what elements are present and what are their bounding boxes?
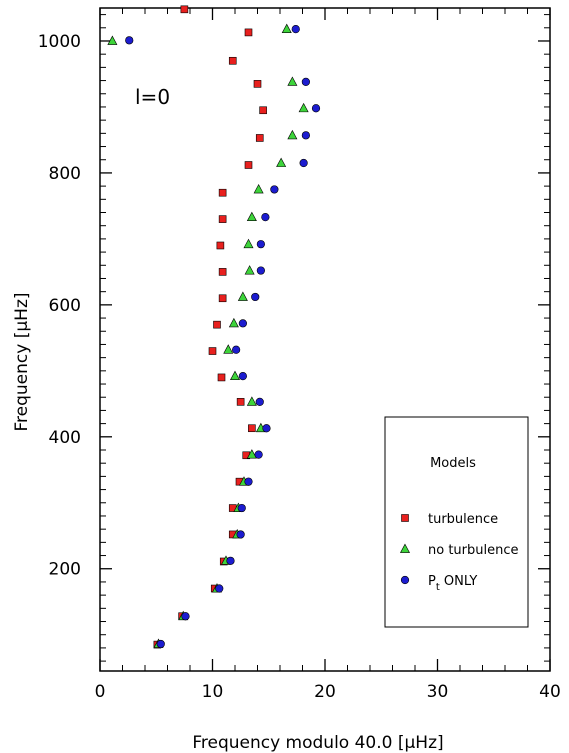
legend-label-pt-rest: ONLY bbox=[440, 574, 478, 589]
series-layer bbox=[107, 5, 321, 649]
degree-annotation: l=0 bbox=[135, 85, 170, 109]
data-point-square bbox=[213, 320, 221, 329]
data-point-square bbox=[216, 241, 225, 250]
data-point-circle bbox=[251, 292, 260, 302]
data-point-square bbox=[180, 5, 189, 14]
legend-label-pt-subscript: t bbox=[436, 582, 440, 593]
data-point-circle bbox=[236, 530, 245, 539]
x-axis-title: Frequency modulo 40.0 [μHz] bbox=[192, 733, 443, 753]
x-tick-label: 20 bbox=[314, 682, 336, 702]
data-point-circle bbox=[256, 240, 265, 249]
legend-marker-triangle bbox=[399, 543, 411, 553]
legend-title: Models bbox=[430, 456, 476, 471]
y-tick-label: 200 bbox=[49, 560, 81, 580]
data-point-triangle bbox=[228, 317, 239, 328]
data-point-circle bbox=[270, 185, 279, 194]
data-point-triangle bbox=[287, 129, 298, 140]
data-point-circle bbox=[226, 556, 235, 565]
data-point-square bbox=[253, 80, 262, 88]
data-point-square bbox=[217, 373, 226, 382]
data-point-circle bbox=[125, 36, 134, 45]
y-tick-label: 600 bbox=[49, 296, 81, 316]
data-point-circle bbox=[261, 213, 270, 222]
data-point-circle bbox=[301, 131, 310, 140]
data-point-triangle bbox=[246, 449, 257, 459]
data-point-circle bbox=[301, 77, 310, 86]
data-point-square bbox=[228, 56, 237, 65]
data-point-circle bbox=[232, 345, 241, 354]
data-point-square bbox=[244, 28, 253, 37]
data-point-circle bbox=[238, 319, 247, 328]
data-point-circle bbox=[237, 503, 246, 513]
legend-label-no-turbulence: no turbulence bbox=[428, 543, 519, 558]
data-point-triangle bbox=[223, 344, 234, 354]
x-tick-label: 30 bbox=[427, 682, 449, 702]
legend-marker-square bbox=[401, 514, 409, 522]
data-point-circle bbox=[262, 424, 271, 433]
legend-marker-circle bbox=[400, 575, 410, 585]
data-point-triangle bbox=[298, 102, 309, 113]
legend-label-pt-only: Pt ONLY bbox=[428, 574, 477, 593]
x-tick-label: 10 bbox=[202, 682, 224, 702]
series-triangle bbox=[107, 23, 309, 648]
data-point-circle bbox=[181, 612, 190, 621]
data-point-circle bbox=[299, 158, 308, 168]
legend-label-pt-main: P bbox=[428, 574, 436, 589]
y-tick-label: 800 bbox=[49, 164, 81, 184]
y-axis-title: Frequency [μHz] bbox=[12, 292, 32, 431]
data-point-circle bbox=[291, 25, 300, 34]
data-point-circle bbox=[244, 477, 253, 486]
data-point-triangle bbox=[281, 23, 292, 34]
data-point-square bbox=[244, 161, 253, 169]
data-point-square bbox=[248, 424, 256, 433]
y-tick-label: 1000 bbox=[38, 32, 81, 52]
data-point-circle bbox=[215, 584, 224, 593]
x-tick-label: 40 bbox=[539, 682, 561, 702]
data-point-square bbox=[208, 347, 217, 355]
legend-markers bbox=[399, 514, 411, 585]
data-point-circle bbox=[256, 266, 265, 275]
data-point-square bbox=[218, 268, 227, 276]
legend-box bbox=[384, 416, 529, 628]
data-point-triangle bbox=[246, 396, 257, 406]
x-tick-label: 0 bbox=[95, 682, 106, 702]
tick-labels: 0 10 20 30 40 200 400 600 800 1000 bbox=[38, 32, 561, 702]
data-point-triangle bbox=[287, 76, 298, 86]
data-point-square bbox=[218, 215, 227, 223]
legend-label-turbulence: turbulence bbox=[428, 512, 498, 527]
legend: Models turbulence no turbulence Pt ONLY bbox=[384, 416, 529, 628]
data-point-circle bbox=[311, 104, 321, 113]
data-point-square bbox=[255, 134, 264, 142]
data-point-square bbox=[236, 398, 245, 406]
data-point-triangle bbox=[237, 291, 248, 301]
data-point-triangle bbox=[276, 157, 287, 167]
data-point-square bbox=[218, 188, 227, 197]
y-tick-label: 400 bbox=[49, 428, 81, 448]
data-point-triangle bbox=[246, 211, 257, 222]
data-point-triangle bbox=[243, 238, 254, 249]
data-point-circle bbox=[156, 639, 165, 649]
data-point-triangle bbox=[244, 265, 255, 275]
data-point-square bbox=[218, 294, 227, 303]
data-point-circle bbox=[238, 372, 247, 381]
series-circle bbox=[125, 25, 321, 649]
data-point-square bbox=[259, 106, 267, 115]
data-point-triangle bbox=[107, 35, 118, 45]
data-point-circle bbox=[254, 450, 263, 459]
series-square bbox=[153, 5, 267, 649]
data-point-triangle bbox=[229, 370, 241, 381]
axis-ticks bbox=[99, 8, 551, 671]
data-point-triangle bbox=[253, 183, 264, 194]
data-point-circle bbox=[255, 397, 264, 406]
